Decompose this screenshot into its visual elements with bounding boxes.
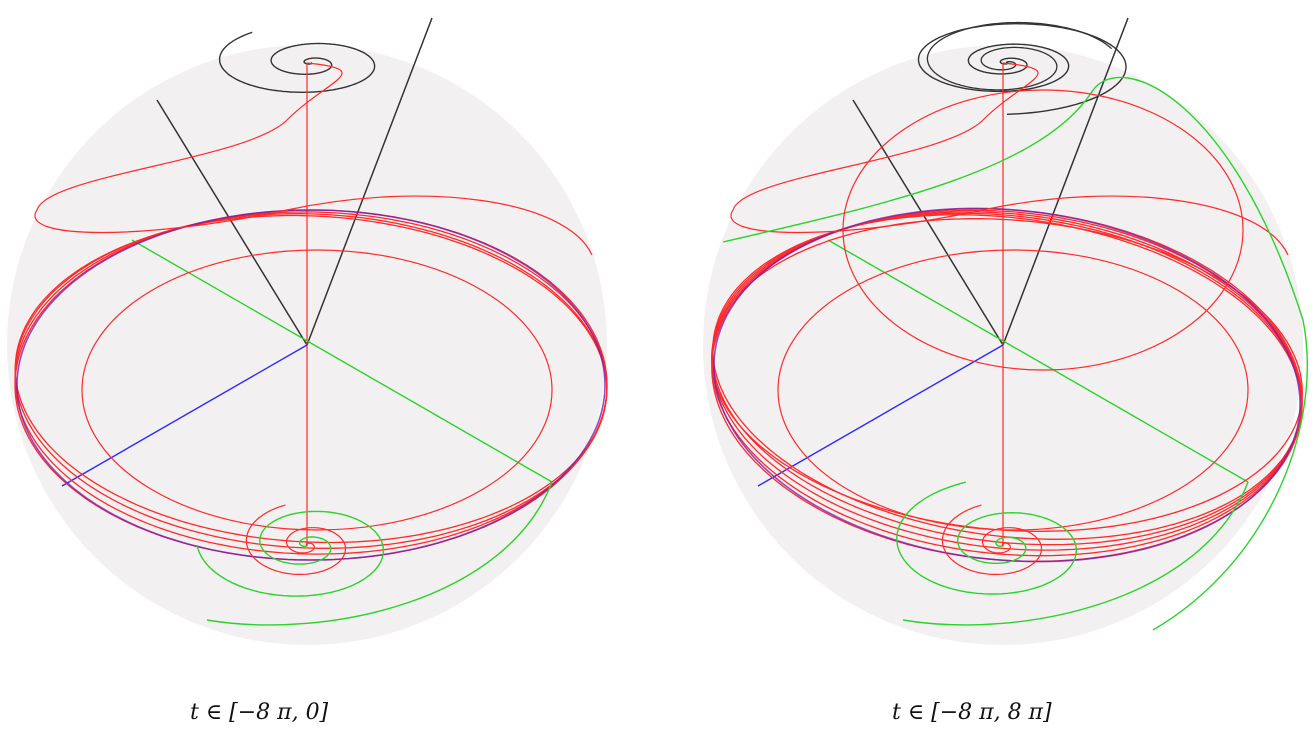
top-spiral — [917, 22, 1127, 115]
equator-ring — [16, 209, 606, 561]
upper-red-arc — [730, 195, 1289, 256]
caption-right: t ∈ [−8 π, 8 π] — [892, 700, 1052, 725]
bottom-spiral — [896, 481, 1077, 595]
green-outer-arc — [902, 481, 1249, 626]
panel-right — [703, 17, 1308, 645]
upper-red-arc — [34, 195, 593, 256]
cone-ray-right — [1002, 17, 1129, 346]
blue-axis — [61, 344, 308, 487]
inner-red-loop — [81, 249, 553, 531]
green-chord — [827, 239, 1249, 483]
equator-ring — [713, 207, 1301, 563]
caption-left: t ∈ [−8 π, 0] — [190, 700, 329, 725]
cone-ray-left — [156, 99, 308, 346]
red-ring-5 — [711, 218, 1303, 532]
green-chord — [131, 239, 553, 483]
red-upper-ellipse — [842, 89, 1244, 371]
cone-ray-right — [306, 17, 433, 346]
bottom-red-spiral — [941, 504, 1043, 575]
green-outer-arc — [206, 481, 553, 626]
blue-axis — [757, 344, 1004, 487]
red-ring-3 — [14, 214, 608, 544]
bottom-spiral — [196, 510, 385, 597]
inner-red-loop — [777, 249, 1249, 531]
upper-red-loop — [732, 62, 1039, 211]
upper-red-loop — [36, 62, 343, 211]
bottom-red-spiral — [245, 504, 347, 575]
top-spiral — [218, 31, 376, 93]
cone-ray-left — [852, 99, 1004, 346]
green-sweep — [722, 76, 1308, 631]
panel-left — [7, 17, 608, 645]
